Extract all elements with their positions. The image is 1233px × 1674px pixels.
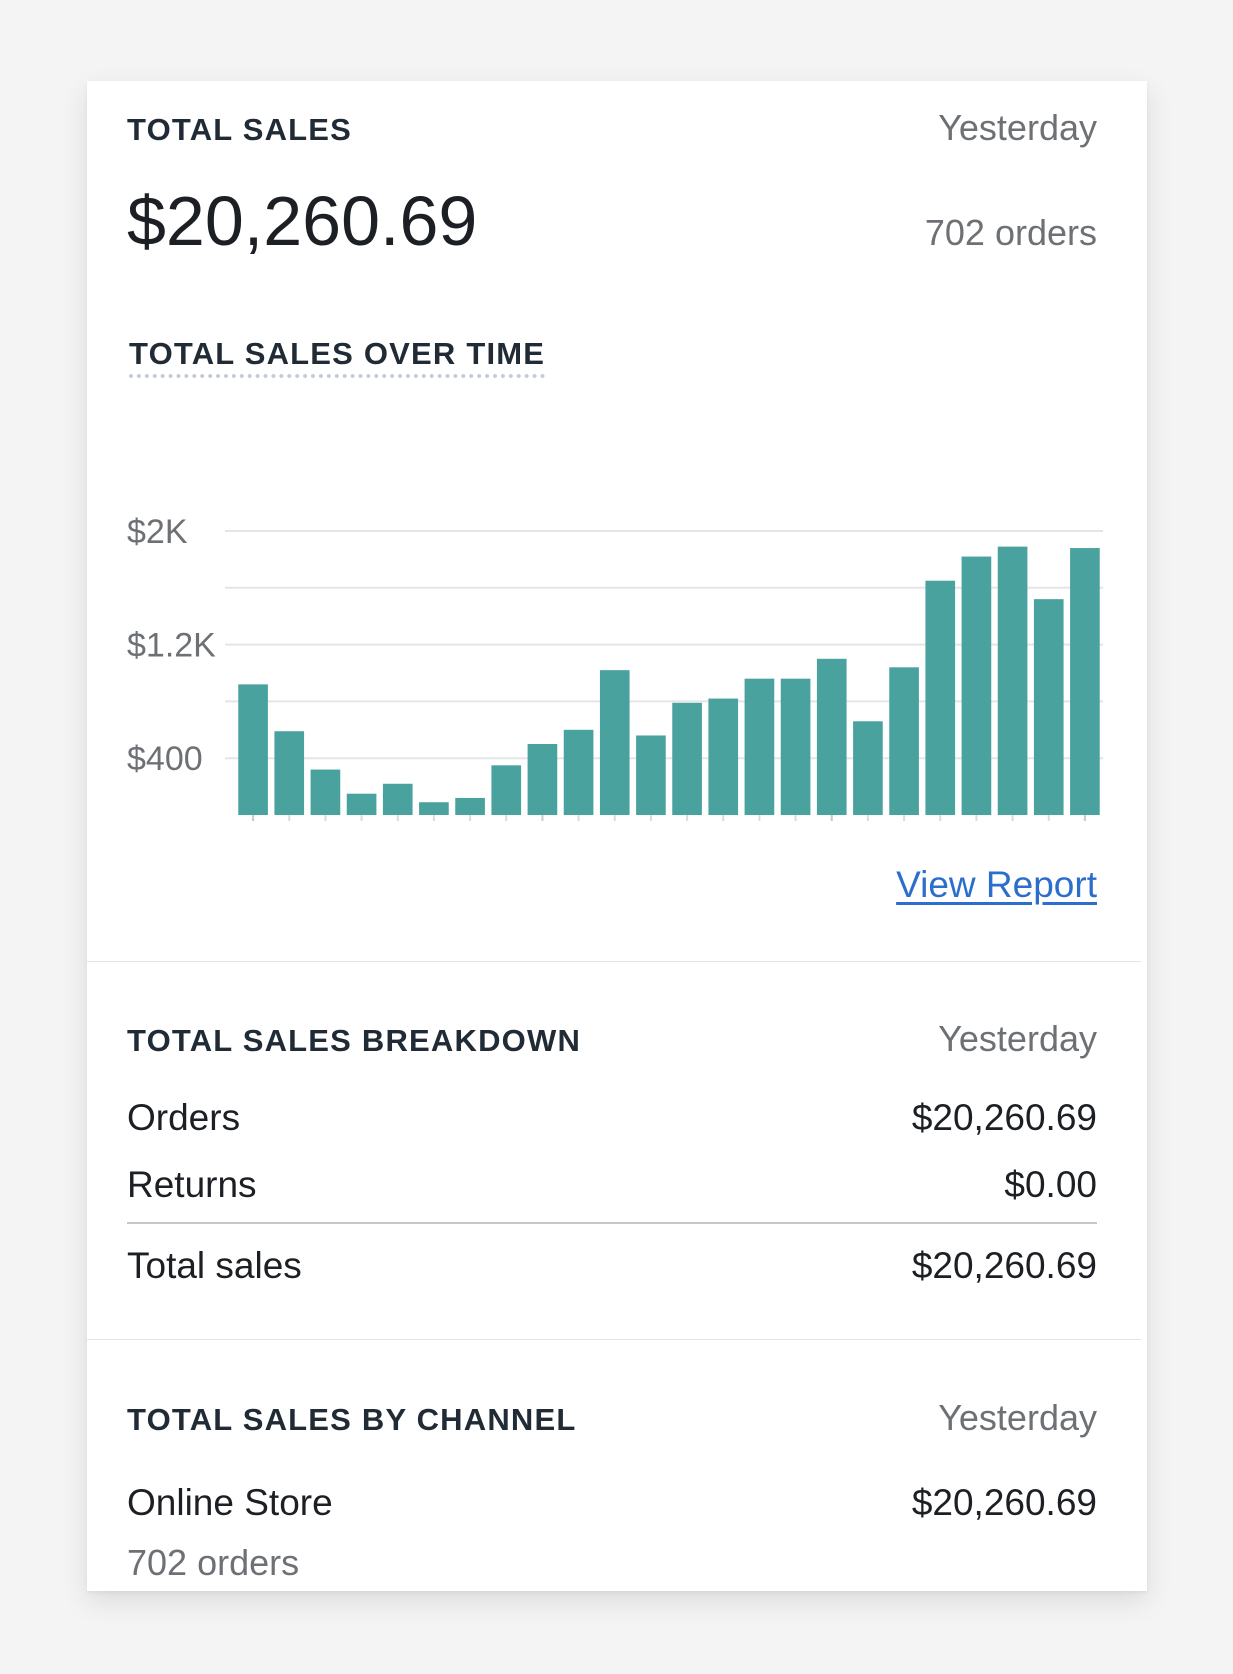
bar (744, 678, 775, 815)
bar (455, 797, 485, 815)
bar (599, 670, 630, 815)
returns-label: Returns (127, 1164, 257, 1205)
total-sales-amount: $20,260.69 (127, 182, 478, 260)
bar (636, 735, 666, 815)
y-tick-label: $400 (127, 740, 203, 778)
bar (274, 731, 305, 815)
bar (382, 783, 413, 815)
section-divider (87, 961, 1141, 962)
y-tick-label: $2K (127, 513, 188, 551)
orders-value: $20,260.69 (911, 1097, 1097, 1138)
bar (1033, 599, 1064, 815)
breakdown-period: Yesterday (938, 1018, 1097, 1059)
total-sales-value: $20,260.69 (911, 1245, 1097, 1286)
sales-over-time-chart: $2K$1.2K$40012 AM8 AM4 PM11 PM (127, 513, 1103, 821)
view-report-link[interactable]: View Report (896, 864, 1097, 905)
bar (925, 580, 956, 815)
total-sales-label: Total sales (127, 1245, 302, 1286)
breakdown-heading: TOTAL SALES BREAKDOWN (127, 1023, 582, 1058)
breakdown-total-rule (127, 1222, 1097, 1224)
breakdown-row-total: Total sales $20,260.69 (127, 1245, 1097, 1287)
bar (1070, 548, 1100, 815)
bar (853, 721, 883, 815)
bar (346, 793, 377, 815)
total-sales-header: TOTAL SALES Yesterday (127, 107, 1097, 149)
channel-period: Yesterday (938, 1397, 1097, 1438)
chart-title[interactable]: TOTAL SALES OVER TIME (129, 336, 546, 378)
returns-value: $0.00 (1004, 1164, 1097, 1205)
channel-name: Online Store (127, 1482, 333, 1523)
bar (961, 556, 992, 815)
channel-header: TOTAL SALES BY CHANNEL Yesterday (127, 1397, 1097, 1439)
bar (491, 765, 522, 815)
channel-value: $20,260.69 (911, 1482, 1097, 1523)
bar (310, 769, 341, 815)
bar (997, 546, 1028, 815)
bar (672, 702, 702, 815)
channel-orders: 702 orders (127, 1542, 300, 1583)
bar (889, 667, 919, 815)
bar (708, 698, 739, 815)
bar (419, 802, 449, 815)
bar (563, 729, 594, 815)
breakdown-row-returns: Returns $0.00 (127, 1164, 1097, 1206)
bar (816, 658, 847, 815)
section-divider (87, 1339, 1141, 1340)
orders-label: Orders (127, 1097, 241, 1138)
channel-heading: TOTAL SALES BY CHANNEL (127, 1402, 577, 1437)
total-sales-amount-row: $20,260.69 702 orders (127, 181, 1097, 261)
total-sales-card: TOTAL SALES Yesterday $20,260.69 702 ord… (87, 81, 1147, 1591)
breakdown-header: TOTAL SALES BREAKDOWN Yesterday (127, 1018, 1097, 1060)
breakdown-row-orders: Orders $20,260.69 (127, 1097, 1097, 1139)
total-sales-period: Yesterday (938, 107, 1097, 148)
bar (780, 678, 811, 815)
total-sales-heading: TOTAL SALES (127, 112, 353, 147)
y-tick-label: $1.2K (127, 627, 216, 665)
bar (238, 684, 268, 815)
channel-row-online-store: Online Store $20,260.69 (127, 1482, 1097, 1524)
total-sales-orders: 702 orders (924, 212, 1097, 253)
bar (527, 744, 558, 815)
